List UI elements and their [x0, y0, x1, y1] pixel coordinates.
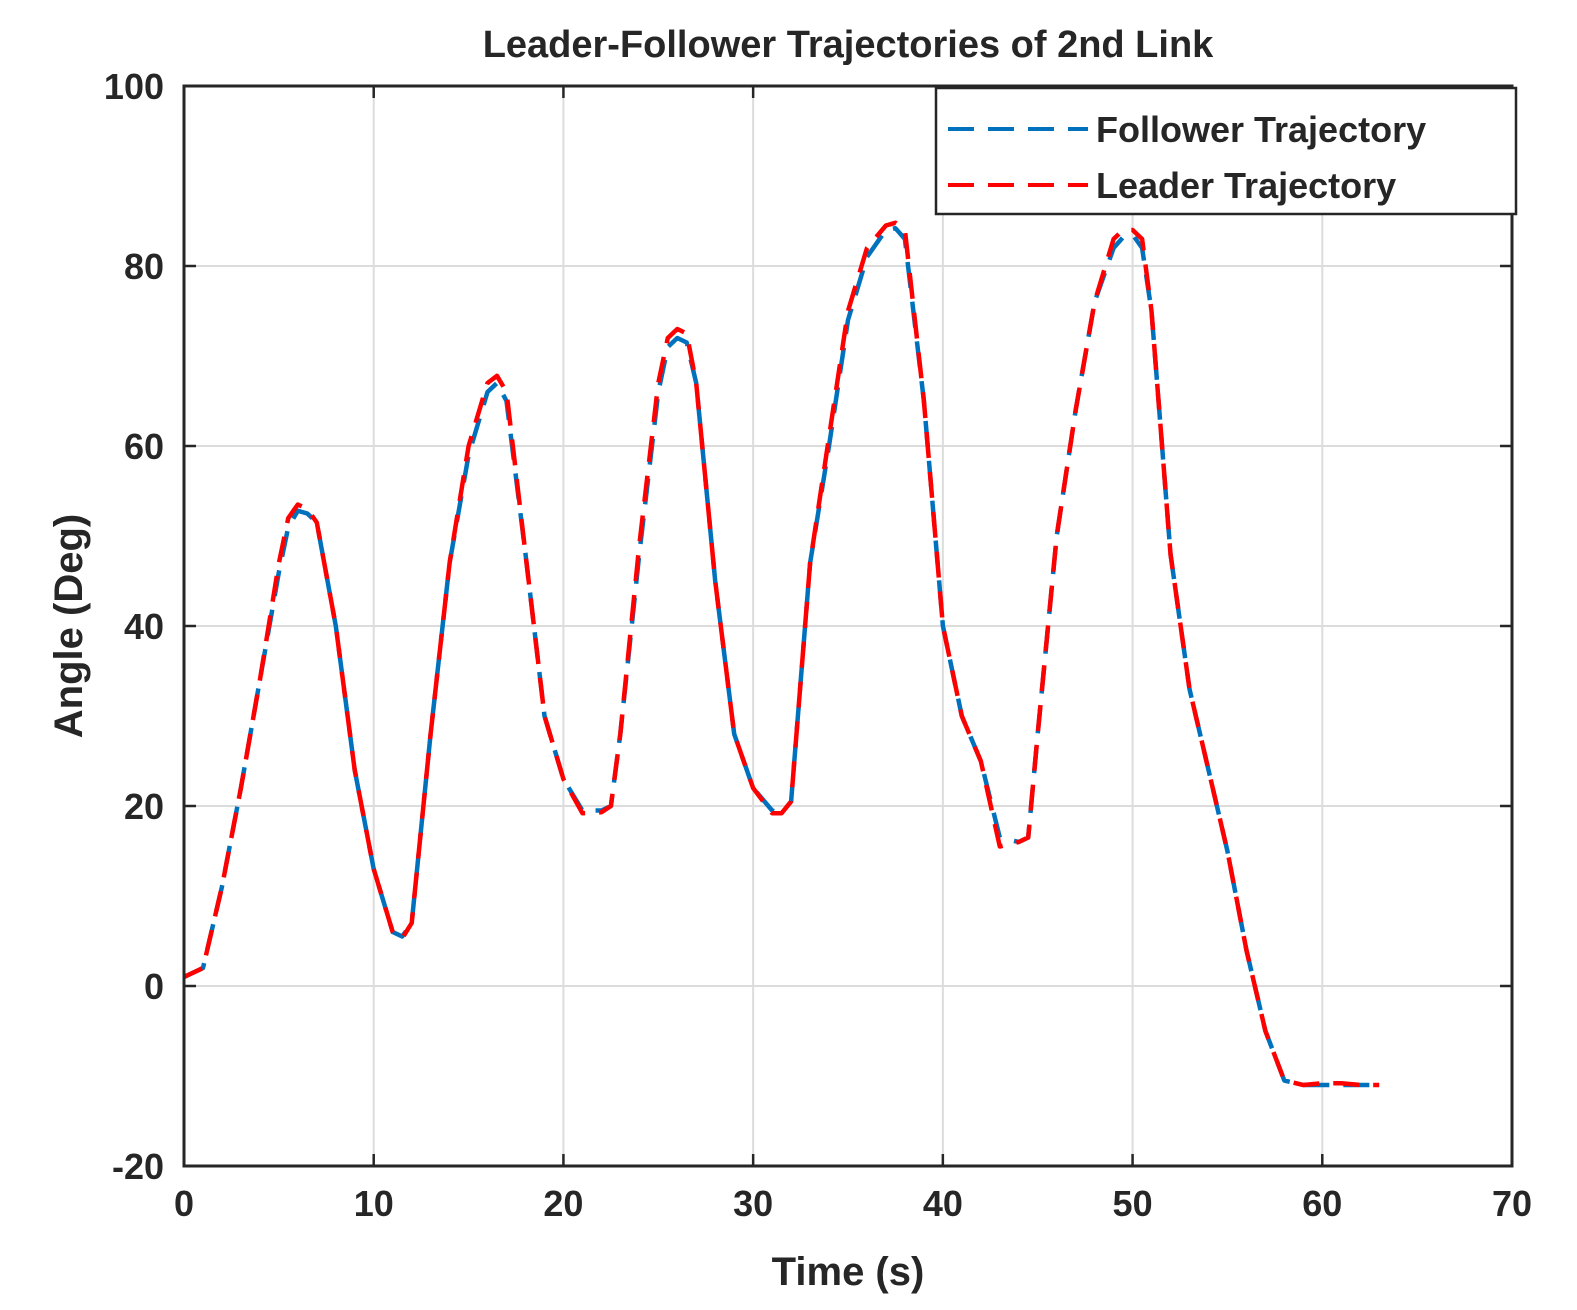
- legend-label-follower: Follower Trajectory: [1096, 109, 1426, 150]
- grid-layer: [184, 86, 1512, 1166]
- x-tick-label: 50: [1113, 1183, 1153, 1224]
- series-layer: [183, 220, 1380, 1088]
- legend-label-leader: Leader Trajectory: [1096, 165, 1396, 206]
- series-line-leader: [183, 220, 1380, 1088]
- x-tick-label: 0: [174, 1183, 194, 1224]
- y-tick-label: 100: [104, 66, 164, 107]
- y-tick-label: 40: [124, 606, 164, 647]
- x-tick-label: 20: [543, 1183, 583, 1224]
- x-tick-label: 70: [1492, 1183, 1532, 1224]
- x-tick-label: 60: [1302, 1183, 1342, 1224]
- y-tick-label: 0: [144, 966, 164, 1007]
- y-tick-label: 20: [124, 786, 164, 827]
- x-axis-label: Time (s): [772, 1250, 925, 1294]
- x-tick-label: 30: [733, 1183, 773, 1224]
- x-tick-label: 40: [923, 1183, 963, 1224]
- chart-title: Leader-Follower Trajectories of 2nd Link: [483, 24, 1214, 66]
- x-tick-label: 10: [354, 1183, 394, 1224]
- y-axis-label: Angle (Deg): [47, 514, 91, 738]
- y-tick-label: 80: [124, 246, 164, 287]
- legend: Follower Trajectory Leader Trajectory: [934, 86, 1518, 216]
- y-tick-label: 60: [124, 426, 164, 467]
- legend-box: [934, 86, 1518, 216]
- y-tick-label: -20: [112, 1146, 164, 1187]
